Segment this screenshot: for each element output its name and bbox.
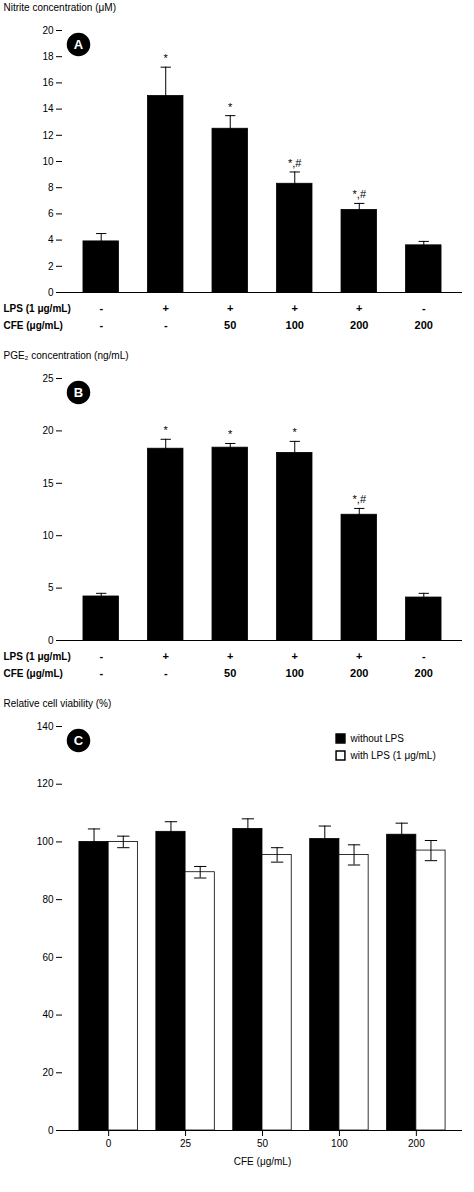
svg-text:25: 25 [42,373,54,384]
svg-text:*: * [228,428,233,440]
svg-text:8: 8 [48,182,54,193]
svg-text:200: 200 [408,1138,425,1149]
svg-text:+: + [227,302,233,314]
svg-text:CFE (μg/mL): CFE (μg/mL) [4,668,63,679]
svg-text:12: 12 [42,130,54,141]
svg-text:+: + [292,302,298,314]
svg-text:*,#: *,# [353,493,367,505]
svg-text:A: A [74,37,84,52]
svg-text:0: 0 [48,287,54,298]
svg-text:-: - [422,650,426,662]
svg-text:B: B [74,385,83,400]
svg-text:200: 200 [350,667,368,679]
svg-text:C: C [74,733,84,748]
svg-text:-: - [164,319,168,331]
svg-text:-: - [99,302,103,314]
svg-text:Nitrite concentration (μM): Nitrite concentration (μM) [4,2,116,13]
svg-text:+: + [356,650,362,662]
svg-text:PGE₂ concentration (ng/mL): PGE₂ concentration (ng/mL) [4,350,129,361]
svg-text:-: - [422,302,426,314]
svg-text:LPS (1 μg/mL): LPS (1 μg/mL) [4,651,71,662]
svg-text:14: 14 [42,103,54,114]
svg-text:0: 0 [106,1138,112,1149]
svg-text:0: 0 [48,1125,54,1136]
svg-text:100: 100 [286,667,304,679]
svg-text:4: 4 [48,234,54,245]
svg-text:-: - [164,667,168,679]
svg-text:100: 100 [37,836,54,847]
svg-text:16: 16 [42,77,54,88]
svg-text:2: 2 [48,261,54,272]
svg-text:*: * [164,424,169,436]
svg-text:200: 200 [350,319,368,331]
svg-text:+: + [163,650,169,662]
svg-text:*,#: *,# [353,188,367,200]
svg-text:LPS (1 μg/mL): LPS (1 μg/mL) [4,303,71,314]
svg-text:-: - [99,319,103,331]
svg-text:20: 20 [42,25,54,36]
svg-text:120: 120 [37,778,54,789]
svg-text:+: + [163,302,169,314]
svg-text:100: 100 [286,319,304,331]
svg-text:-: - [99,667,103,679]
svg-text:25: 25 [180,1138,192,1149]
svg-text:+: + [227,650,233,662]
svg-text:20: 20 [42,425,54,436]
svg-text:CFE (μg/mL): CFE (μg/mL) [234,1156,291,1167]
svg-text:*,#: *,# [288,157,302,169]
svg-text:80: 80 [42,894,54,905]
svg-text:-: - [99,650,103,662]
svg-text:*: * [164,52,169,64]
svg-text:with LPS (1 μg/mL): with LPS (1 μg/mL) [350,750,436,761]
svg-text:20: 20 [42,1067,54,1078]
svg-text:40: 40 [42,1009,54,1020]
svg-text:140: 140 [37,721,54,732]
svg-text:15: 15 [42,478,54,489]
svg-text:0: 0 [48,635,54,646]
svg-text:10: 10 [42,156,54,167]
svg-text:200: 200 [415,319,433,331]
svg-text:CFE (μg/mL): CFE (μg/mL) [4,320,63,331]
svg-text:without LPS: without LPS [350,733,405,744]
svg-text:60: 60 [42,952,54,963]
svg-text:50: 50 [257,1138,269,1149]
svg-text:+: + [356,302,362,314]
svg-text:18: 18 [42,51,54,62]
svg-text:100: 100 [331,1138,348,1149]
svg-text:5: 5 [48,582,54,593]
svg-text:+: + [292,650,298,662]
svg-text:*: * [228,101,233,113]
svg-text:Relative cell viability (%): Relative cell viability (%) [4,698,112,709]
svg-text:6: 6 [48,208,54,219]
svg-text:10: 10 [42,530,54,541]
svg-text:200: 200 [415,667,433,679]
svg-text:50: 50 [224,667,236,679]
svg-text:50: 50 [224,319,236,331]
svg-text:*: * [293,426,298,438]
